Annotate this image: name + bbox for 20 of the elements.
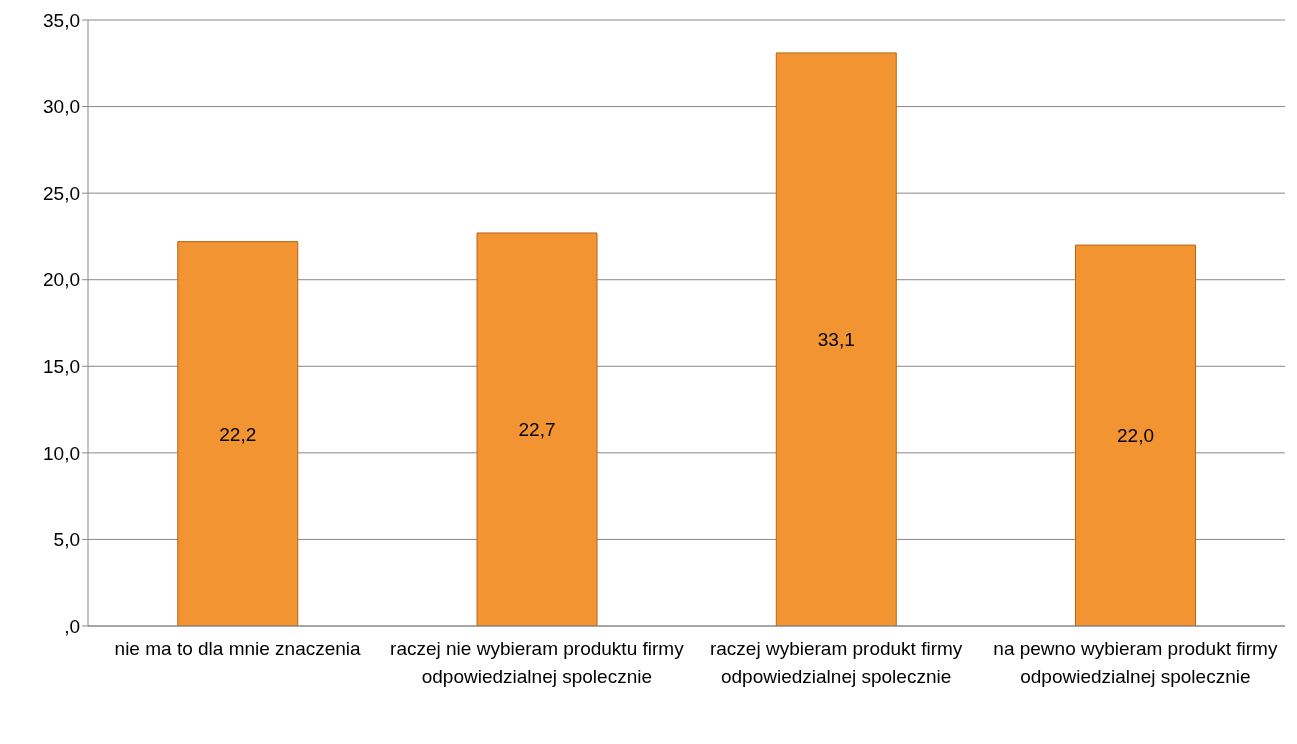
bar <box>177 241 299 626</box>
bar <box>775 52 897 626</box>
y-tick-label: 10,0 <box>43 442 80 464</box>
x-tick-label: na pewno wybieram produkt firmy odpowiedzialnej spolecznie <box>993 638 1278 688</box>
data-label: 22,0 <box>1117 425 1155 447</box>
data-label: 22,2 <box>219 423 257 445</box>
y-tick-label: ,0 <box>64 615 80 637</box>
y-tick-label: 35,0 <box>43 9 80 31</box>
data-label: 33,1 <box>817 329 855 351</box>
x-tick-label: nie ma to dla mnie znaczenia <box>114 638 362 660</box>
bar <box>476 232 598 626</box>
data-label: 22,7 <box>518 419 556 441</box>
x-tick-label: raczej wybieram produkt firmy odpowiedzialnej spolecznie <box>709 638 963 688</box>
x-tick-label: raczej nie wybieram produktu firmy odpowiedzialnej spolecznie <box>390 638 685 688</box>
y-tick-label: 30,0 <box>43 96 80 118</box>
bar <box>1075 244 1197 626</box>
y-tick-label: 15,0 <box>43 356 80 378</box>
y-tick-label: 25,0 <box>43 182 80 204</box>
y-tick-label: 20,0 <box>43 269 80 291</box>
y-tick-label: 5,0 <box>53 529 80 551</box>
